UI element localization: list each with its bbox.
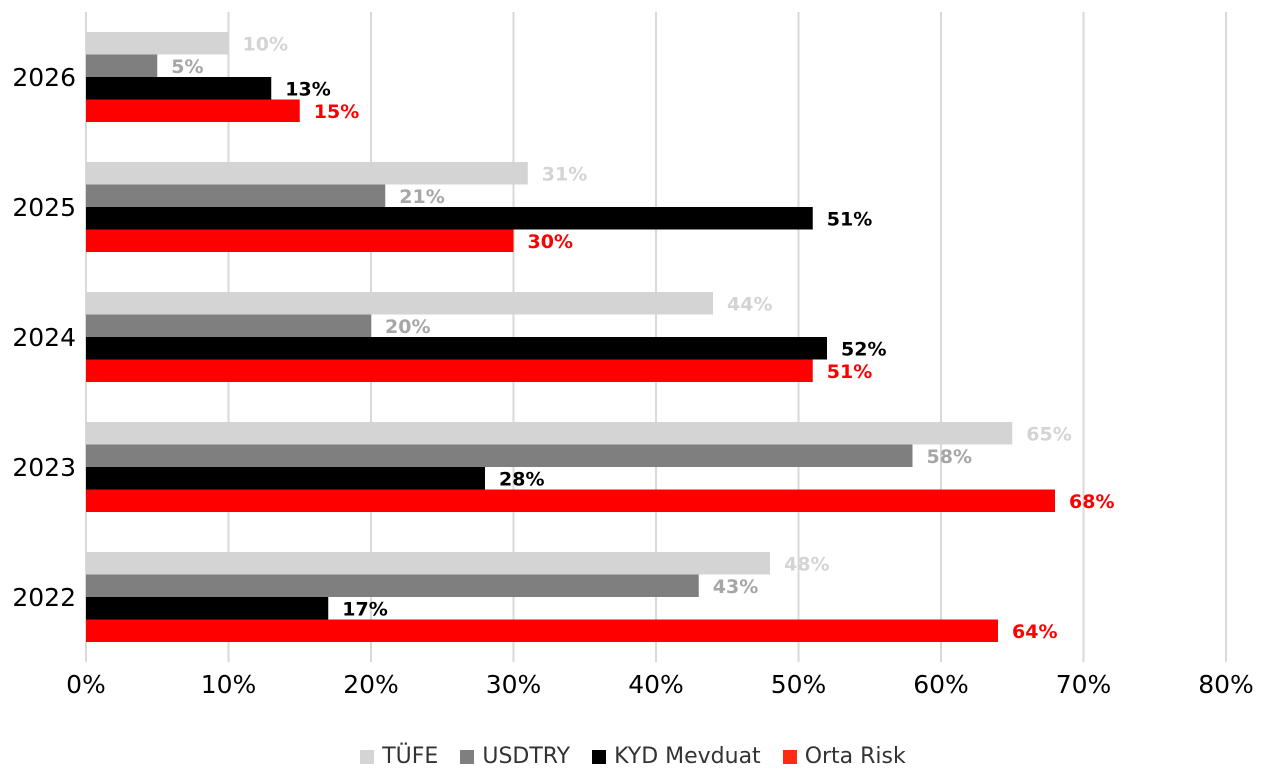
legend-item: Orta Risk [782, 744, 906, 769]
category-label: 2025 [12, 193, 76, 222]
legend-swatch [460, 749, 475, 764]
data-label: 43% [713, 576, 758, 598]
data-label: 44% [727, 293, 772, 315]
legend-swatch [592, 749, 607, 764]
bar [86, 444, 913, 467]
bar [86, 574, 699, 597]
x-tick-label: 0% [66, 670, 106, 699]
bar [86, 292, 713, 315]
x-tick-label: 30% [486, 670, 542, 699]
data-label: 68% [1069, 491, 1114, 513]
data-label: 52% [841, 338, 886, 360]
data-labels: 10%5%13%15%31%21%51%30%44%20%52%51%65%58… [171, 33, 1114, 643]
x-tick-label: 20% [343, 670, 399, 699]
legend-swatch [782, 749, 797, 764]
bar [86, 54, 158, 77]
x-tick-label: 50% [771, 670, 827, 699]
data-label: 31% [542, 163, 587, 185]
data-label: 17% [342, 598, 387, 620]
data-label: 58% [927, 446, 972, 468]
bar [86, 619, 998, 642]
data-label: 30% [528, 231, 573, 253]
data-label: 51% [827, 208, 872, 230]
bar [86, 229, 514, 252]
data-label: 5% [171, 56, 203, 78]
legend-label: TÜFE [382, 744, 439, 769]
category-label: 2026 [12, 63, 76, 92]
x-tick-labels: 0% 10% 20% 30% 40% 50% 60% 70% 80% [66, 670, 1254, 699]
category-labels: 2026 2025 2024 2023 2022 [12, 63, 76, 612]
x-tick-label: 80% [1198, 670, 1254, 699]
bar [86, 552, 770, 575]
bar [86, 207, 813, 230]
bar [86, 422, 1013, 445]
x-tick-label: 60% [913, 670, 969, 699]
data-label: 28% [499, 468, 544, 490]
data-label: 48% [784, 553, 829, 575]
bar [86, 597, 329, 620]
bar [86, 359, 813, 382]
bar [86, 314, 371, 337]
bar [86, 337, 827, 360]
bar [86, 467, 485, 490]
legend-label: Orta Risk [804, 744, 906, 769]
legend-label: KYD Mevduat [614, 744, 761, 769]
category-label: 2024 [12, 323, 76, 352]
data-label: 20% [385, 316, 430, 338]
legend-label: USDTRY [482, 744, 571, 769]
x-tick-label: 10% [201, 670, 257, 699]
bar [86, 184, 386, 207]
category-label: 2022 [12, 583, 76, 612]
bars [86, 32, 1055, 642]
data-label: 10% [243, 33, 288, 55]
data-label: 64% [1012, 621, 1057, 643]
category-label: 2023 [12, 453, 76, 482]
legend-item: USDTRY [460, 744, 570, 769]
data-label: 15% [314, 101, 359, 123]
data-label: 65% [1026, 423, 1071, 445]
data-label: 13% [285, 78, 330, 100]
bar [86, 162, 528, 185]
bar [86, 489, 1055, 512]
bar [86, 32, 229, 55]
bar-chart: 10%5%13%15%31%21%51%30%44%20%52%51%65%58… [12, 12, 1254, 699]
legend: TÜFE USDTRY KYD Mevduat Orta Risk [0, 744, 1266, 769]
x-tick-label: 70% [1056, 670, 1112, 699]
bar [86, 99, 300, 122]
data-label: 21% [399, 186, 444, 208]
bar [86, 77, 272, 100]
legend-item: TÜFE [360, 744, 438, 769]
legend-item: KYD Mevduat [592, 744, 761, 769]
data-label: 51% [827, 361, 872, 383]
legend-swatch [360, 749, 375, 764]
x-tick-label: 40% [628, 670, 684, 699]
